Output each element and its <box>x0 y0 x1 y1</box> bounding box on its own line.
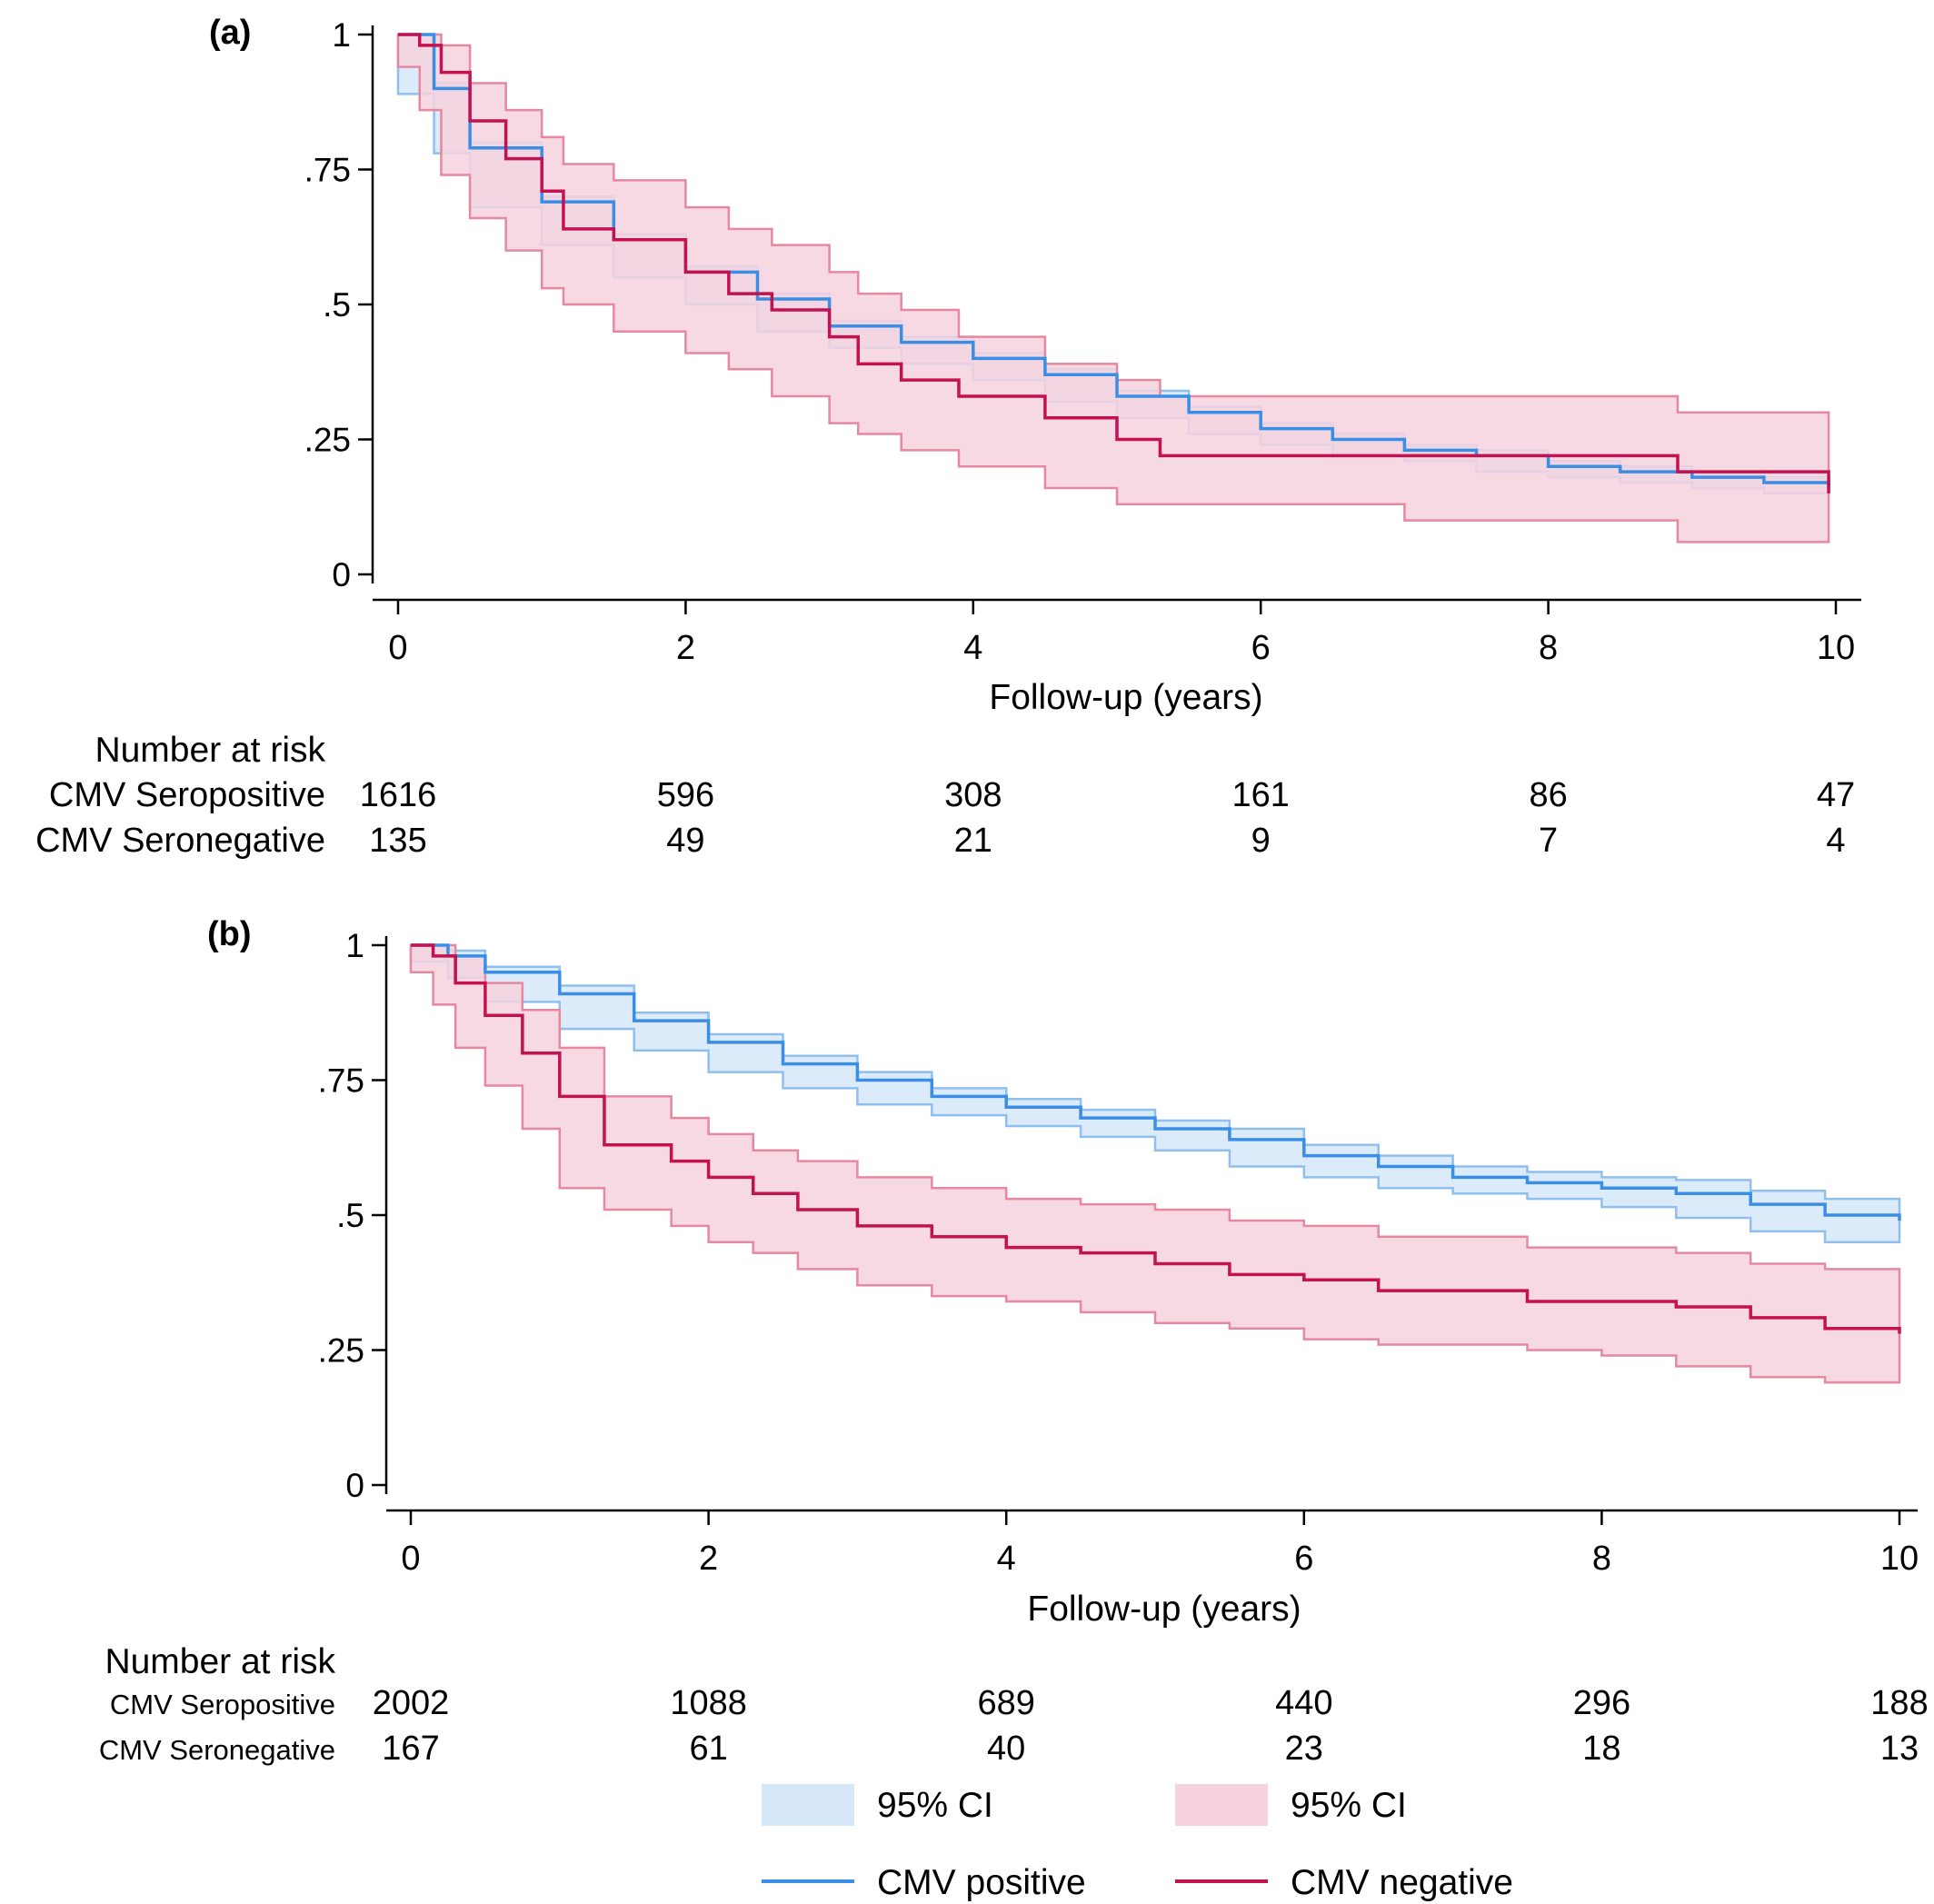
risk-value: 61 <box>689 1730 727 1768</box>
ci-band-negative <box>409 943 1901 1384</box>
x-axis-label: Follow-up (years) <box>989 678 1262 717</box>
risk-table-title: Number at risk <box>105 1642 335 1681</box>
risk-value: 4 <box>1826 822 1845 860</box>
x-tick-label: 0 <box>401 1540 420 1578</box>
y-tick-label: .5 <box>323 286 351 324</box>
legend: 95% CI 95% CI CMV positive CMV negative <box>762 1784 1513 1902</box>
risk-value: 49 <box>666 822 704 860</box>
risk-value: 40 <box>987 1730 1025 1768</box>
survival-line-positive <box>411 943 1901 1221</box>
risk-value: 161 <box>1231 776 1289 814</box>
panel-label: (a) <box>209 14 251 52</box>
risk-value: 2002 <box>373 1684 450 1722</box>
risk-value: 689 <box>977 1684 1034 1722</box>
risk-value: 47 <box>1817 776 1855 814</box>
risk-value: 23 <box>1285 1730 1323 1768</box>
risk-value: 1088 <box>670 1684 747 1722</box>
risk-value: 13 <box>1880 1730 1919 1768</box>
x-tick-label: 4 <box>963 629 982 667</box>
y-tick-label: .5 <box>336 1197 364 1234</box>
risk-value: 167 <box>382 1730 439 1768</box>
y-tick-label: .25 <box>318 1332 364 1370</box>
ci-band-positive <box>409 943 1901 1243</box>
risk-value: 188 <box>1870 1684 1928 1722</box>
x-tick-label: 2 <box>699 1540 718 1578</box>
x-tick-label: 6 <box>1294 1540 1313 1578</box>
y-tick-label: .75 <box>304 152 351 189</box>
x-tick-label: 6 <box>1251 629 1271 667</box>
x-tick-label: 10 <box>1880 1540 1919 1578</box>
x-tick-label: 8 <box>1592 1540 1611 1578</box>
risk-value: 86 <box>1529 776 1567 814</box>
risk-row-label: CMV Seronegative <box>35 822 325 860</box>
risk-row-label: CMV Seronegative <box>99 1734 335 1766</box>
x-tick-label: 4 <box>997 1540 1016 1578</box>
y-tick-label: 1 <box>332 16 351 54</box>
risk-value: 1616 <box>360 776 437 814</box>
ci-band-negative <box>396 33 1830 543</box>
legend-swatch-ci-positive <box>762 1784 854 1826</box>
legend-label: 95% CI <box>877 1786 993 1825</box>
legend-label: CMV positive <box>877 1863 1086 1902</box>
x-tick-label: 10 <box>1817 629 1855 667</box>
risk-value: 7 <box>1539 822 1558 860</box>
risk-row-label: CMV Seropositive <box>49 776 325 814</box>
legend-label: 95% CI <box>1291 1786 1407 1825</box>
survival-line-negative <box>411 943 1901 1334</box>
risk-value: 308 <box>944 776 1002 814</box>
risk-value: 296 <box>1573 1684 1630 1722</box>
legend-label: CMV negative <box>1291 1863 1513 1902</box>
y-tick-label: 1 <box>345 927 364 964</box>
risk-value: 440 <box>1275 1684 1332 1722</box>
survival-line-negative <box>398 33 1830 493</box>
risk-value: 135 <box>369 822 426 860</box>
risk-value: 9 <box>1251 822 1271 860</box>
risk-value: 21 <box>954 822 992 860</box>
x-axis-label: Follow-up (years) <box>1027 1590 1301 1629</box>
risk-value: 596 <box>657 776 714 814</box>
y-tick-label: .75 <box>318 1062 364 1100</box>
legend-swatch-ci-negative <box>1175 1784 1268 1826</box>
y-tick-label: 0 <box>332 556 351 593</box>
y-tick-label: .25 <box>304 422 351 459</box>
risk-table-title: Number at risk <box>95 731 325 770</box>
risk-value: 18 <box>1582 1730 1620 1768</box>
panel-label: (b) <box>207 915 252 953</box>
x-tick-label: 0 <box>388 629 407 667</box>
x-tick-label: 8 <box>1539 629 1558 667</box>
y-tick-label: 0 <box>345 1467 364 1504</box>
survival-line-positive <box>398 33 1830 488</box>
risk-row-label: CMV Seropositive <box>110 1689 335 1720</box>
x-tick-label: 2 <box>676 629 695 667</box>
